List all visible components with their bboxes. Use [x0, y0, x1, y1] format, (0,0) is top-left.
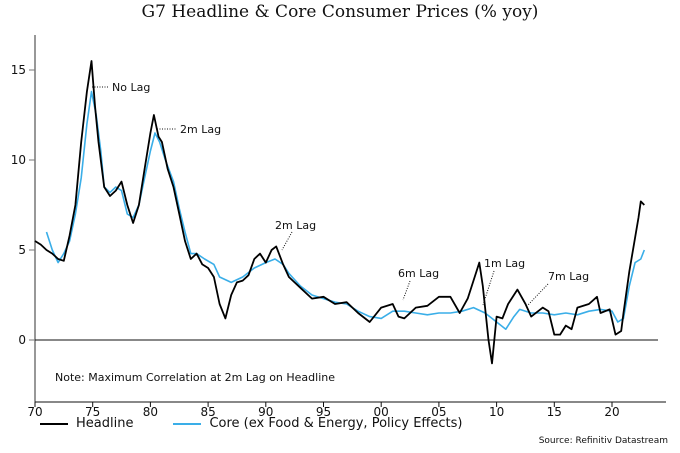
legend-item-headline: Headline — [40, 416, 133, 431]
chart-title: G7 Headline & Core Consumer Prices (% yo… — [141, 2, 539, 22]
annotation-label: 7m Lag — [548, 270, 589, 283]
annotation-label: No Lag — [112, 81, 150, 94]
annotation-label: 2m Lag — [180, 123, 221, 136]
annotation-leader — [527, 283, 549, 306]
x-tick-label: 20 — [604, 405, 619, 419]
annotation-label: 6m Lag — [398, 267, 439, 280]
legend-swatch-headline — [40, 422, 68, 425]
legend-label-headline: Headline — [76, 416, 134, 431]
chart-note: Note: Maximum Correlation at 2m Lag on H… — [55, 371, 335, 384]
x-tick-label: 10 — [489, 405, 504, 419]
x-tick-label: 00 — [374, 405, 389, 419]
x-tick-label: 70 — [27, 405, 42, 419]
y-tick-label: 10 — [11, 153, 26, 167]
annotation-label: 2m Lag — [275, 219, 316, 232]
y-tick-label: 15 — [11, 63, 26, 77]
legend-label-core: Core (ex Food & Energy, Policy Effects) — [209, 416, 463, 431]
x-tick-label: 85 — [200, 405, 215, 419]
y-tick-label: 5 — [18, 243, 26, 257]
series-core-line — [45, 90, 646, 330]
legend-swatch-core — [173, 422, 202, 425]
annotation-leader — [402, 280, 411, 301]
legend-item-core: Core (ex Food & Energy, Policy Effects) — [173, 416, 462, 431]
x-tick-label: 90 — [258, 405, 273, 419]
x-tick-label: 75 — [85, 405, 100, 419]
x-tick-label: 05 — [431, 405, 446, 419]
y-tick-label: 0 — [18, 333, 26, 347]
annotation-leader — [281, 231, 293, 251]
legend: Headline Core (ex Food & Energy, Policy … — [40, 416, 462, 431]
annotation-leader — [482, 270, 495, 306]
x-tick-label: 80 — [143, 405, 158, 419]
x-tick-label: 15 — [547, 405, 562, 419]
series-headline-line — [34, 60, 645, 365]
annotation-label: 1m Lag — [484, 257, 525, 270]
source-note: Source: Refinitiv Datastream — [538, 436, 668, 446]
x-tick-label: 95 — [316, 405, 331, 419]
